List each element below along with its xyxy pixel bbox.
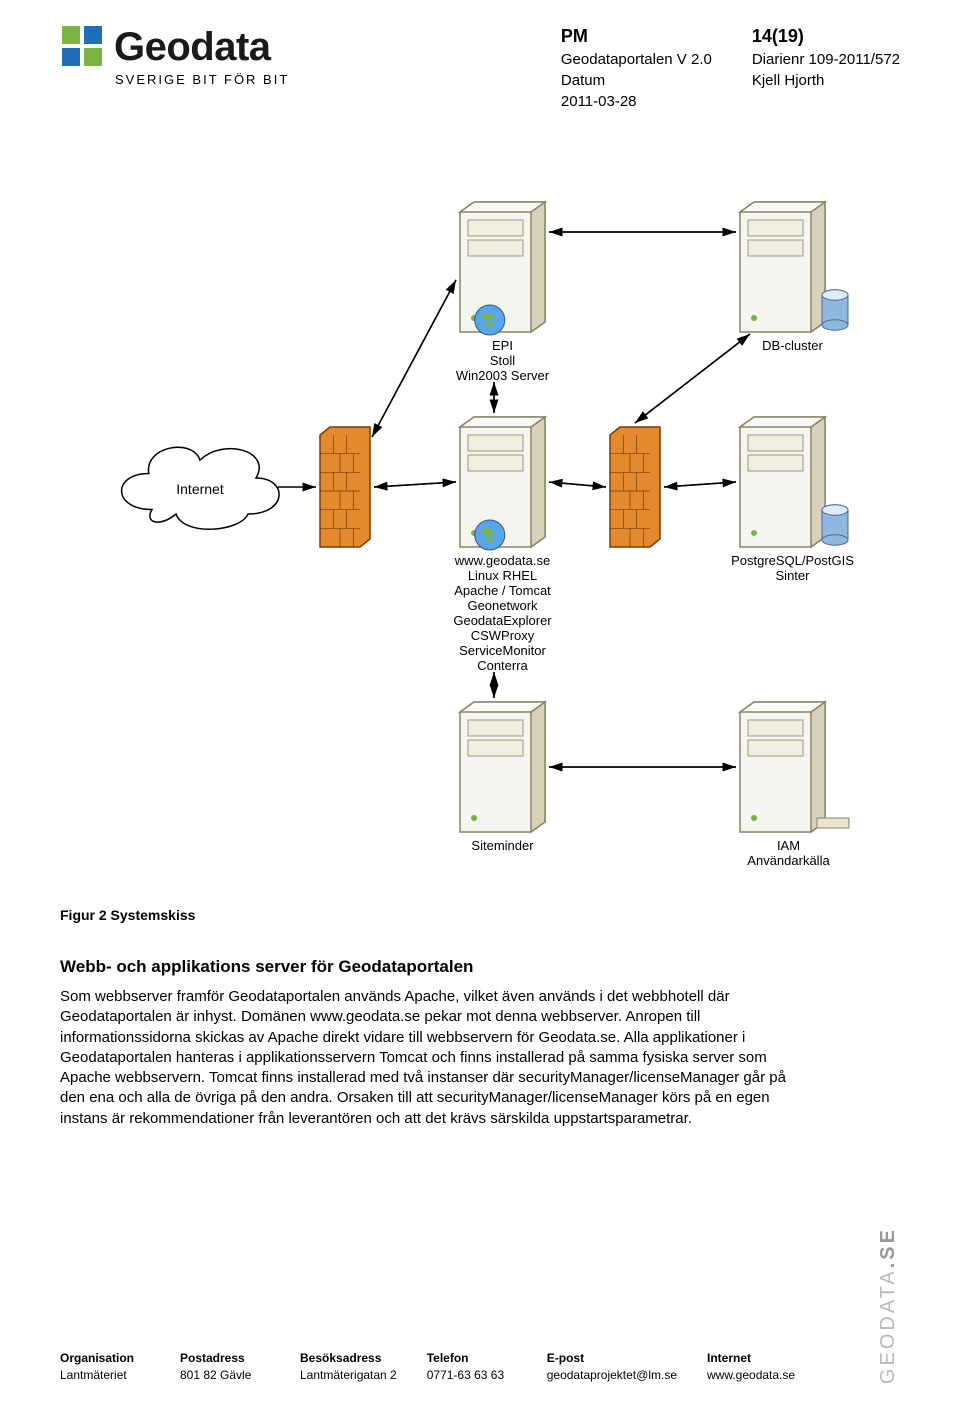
header: Geodata SVERIGE BIT FÖR BIT PM Geodatapo… (60, 24, 900, 112)
footer-col: Internetwww.geodata.se (707, 1350, 797, 1384)
logo: Geodata SVERIGE BIT FÖR BIT (60, 24, 289, 87)
svg-text:GeodataExplorer: GeodataExplorer (453, 613, 552, 628)
footer-col-value: www.geodata.se (707, 1367, 797, 1384)
svg-text:PostgreSQL/PostGIS: PostgreSQL/PostGIS (731, 553, 854, 568)
svg-text:Stoll: Stoll (490, 353, 515, 368)
date-value: 2011-03-28 (561, 91, 712, 112)
footer-col: E-postgeodataprojektet@lm.se (547, 1350, 677, 1384)
footer-col-value: 0771-63 63 63 (427, 1367, 517, 1384)
svg-text:www.geodata.se: www.geodata.se (454, 553, 550, 568)
svg-text:Apache / Tomcat: Apache / Tomcat (454, 583, 551, 598)
system-diagram: Internet EPIStollWin2003 Server DB-cluster… (60, 142, 900, 887)
footer-col-header: Postadress (180, 1350, 270, 1367)
body-text: Som webbserver framför Geodataportalen a… (60, 987, 800, 1129)
footer-col: OrganisationLantmäteriet (60, 1350, 150, 1384)
svg-text:Win2003 Server: Win2003 Server (456, 368, 550, 383)
author: Kjell Hjorth (752, 70, 900, 91)
pm-label: PM (561, 24, 712, 49)
diarienr: Diarienr 109-2011/572 (752, 49, 900, 70)
svg-text:EPI: EPI (492, 338, 513, 353)
svg-text:Siteminder: Siteminder (471, 838, 534, 853)
footer-col-header: Besöksadress (300, 1350, 397, 1367)
footer-col: Postadress801 82 Gävle (180, 1350, 270, 1384)
footer-col-value: geodataprojektet@lm.se (547, 1367, 677, 1384)
svg-text:DB-cluster: DB-cluster (762, 338, 823, 353)
footer-col-header: Organisation (60, 1350, 150, 1367)
doc-meta: PM Geodataportalen V 2.0 Datum 2011-03-2… (561, 24, 900, 112)
svg-text:Internet: Internet (176, 481, 224, 497)
footer-col: BesöksadressLantmäterigatan 2 (300, 1350, 397, 1384)
footer-col-value: Lantmäterigatan 2 (300, 1367, 397, 1384)
doc-title: Geodataportalen V 2.0 (561, 49, 712, 70)
svg-text:Geonetwork: Geonetwork (467, 598, 538, 613)
svg-text:ServiceMonitor: ServiceMonitor (459, 643, 546, 658)
side-brand: GEODATA.SE (877, 1227, 900, 1384)
page-number: 14(19) (752, 24, 900, 49)
svg-text:Sinter: Sinter (776, 568, 811, 583)
svg-text:CSWProxy: CSWProxy (471, 628, 535, 643)
svg-text:Användarkälla: Användarkälla (747, 853, 830, 868)
footer-col-value: Lantmäteriet (60, 1367, 150, 1384)
footer: OrganisationLantmäteriet Postadress801 82… (60, 1227, 900, 1384)
footer-col: Telefon0771-63 63 63 (427, 1350, 517, 1384)
figure-label: Figur 2 Systemskiss (60, 907, 900, 923)
svg-text:Linux RHEL: Linux RHEL (468, 568, 537, 583)
footer-col-header: E-post (547, 1350, 677, 1367)
footer-col-header: Telefon (427, 1350, 517, 1367)
side-brand-tld: .SE (877, 1227, 899, 1268)
logo-text: Geodata (114, 25, 271, 70)
logo-tagline: SVERIGE BIT FÖR BIT (115, 72, 289, 87)
section-heading: Webb- och applikations server för Geodat… (60, 957, 900, 977)
side-brand-name: GEODATA (877, 1268, 899, 1384)
date-label: Datum (561, 70, 712, 91)
svg-text:IAM: IAM (777, 838, 800, 853)
footer-col-value: 801 82 Gävle (180, 1367, 270, 1384)
footer-col-header: Internet (707, 1350, 797, 1367)
svg-text:Conterra: Conterra (477, 658, 528, 673)
logo-icon (60, 24, 106, 70)
